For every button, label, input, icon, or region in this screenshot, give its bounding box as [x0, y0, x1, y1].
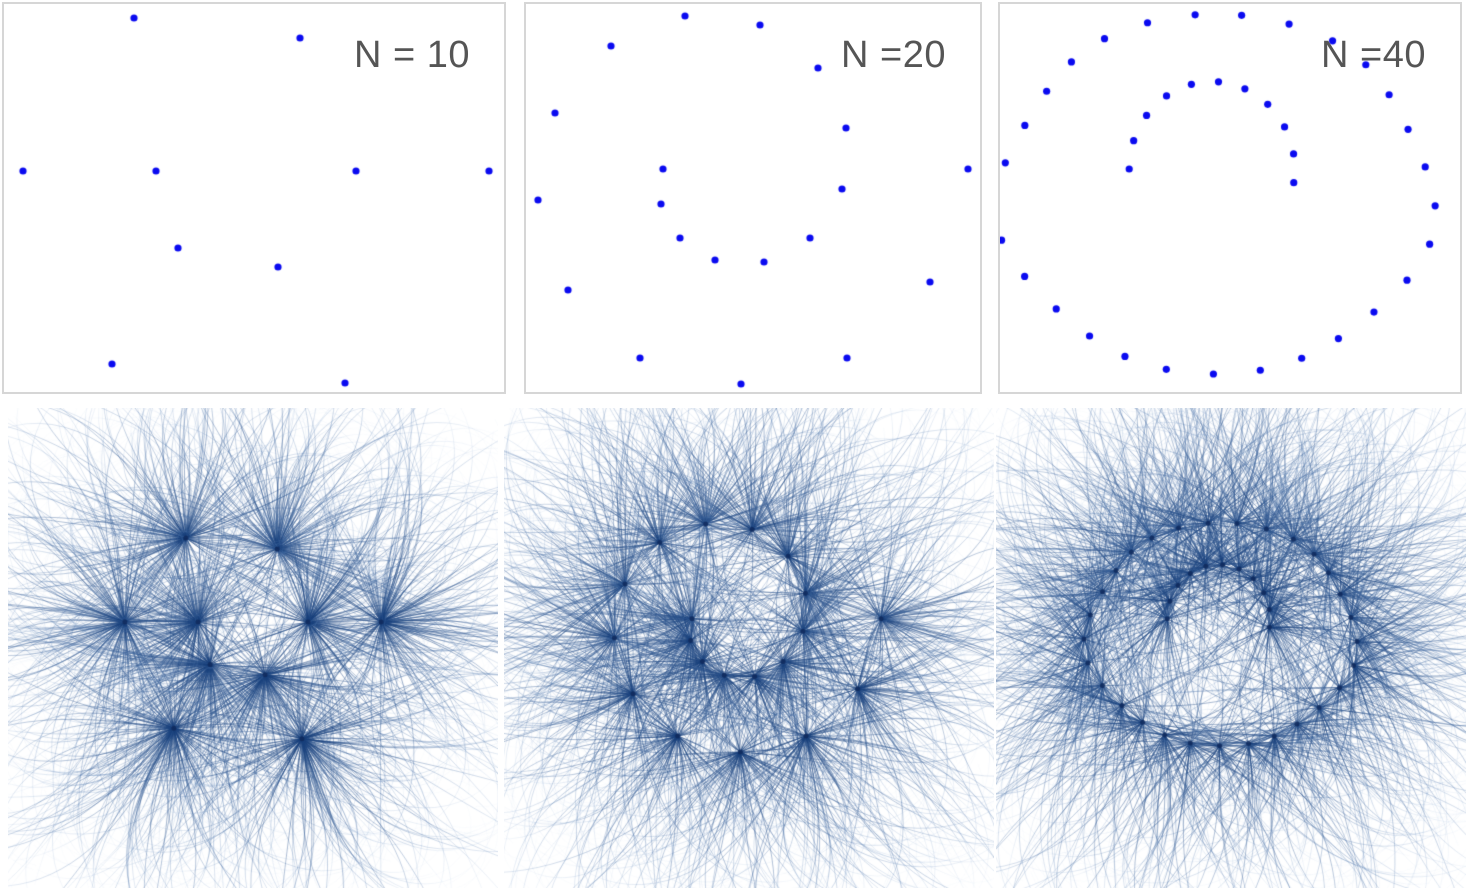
- point-scatter: [1000, 4, 1464, 396]
- panel-label: N =20: [841, 34, 946, 76]
- point-panel-n20: N =20: [524, 2, 984, 396]
- point-panel-n40: N =40: [998, 2, 1464, 396]
- panel-label: N =40: [1321, 34, 1426, 76]
- streamline-field-n40: [996, 408, 1466, 888]
- streamline-field-n20: [504, 408, 994, 888]
- point-panel-n10: N = 10: [2, 2, 508, 396]
- point-scatter: [4, 4, 508, 396]
- streamline-field-n10: [8, 408, 498, 888]
- point-scatter: [526, 4, 984, 396]
- panel-label: N = 10: [353, 34, 470, 76]
